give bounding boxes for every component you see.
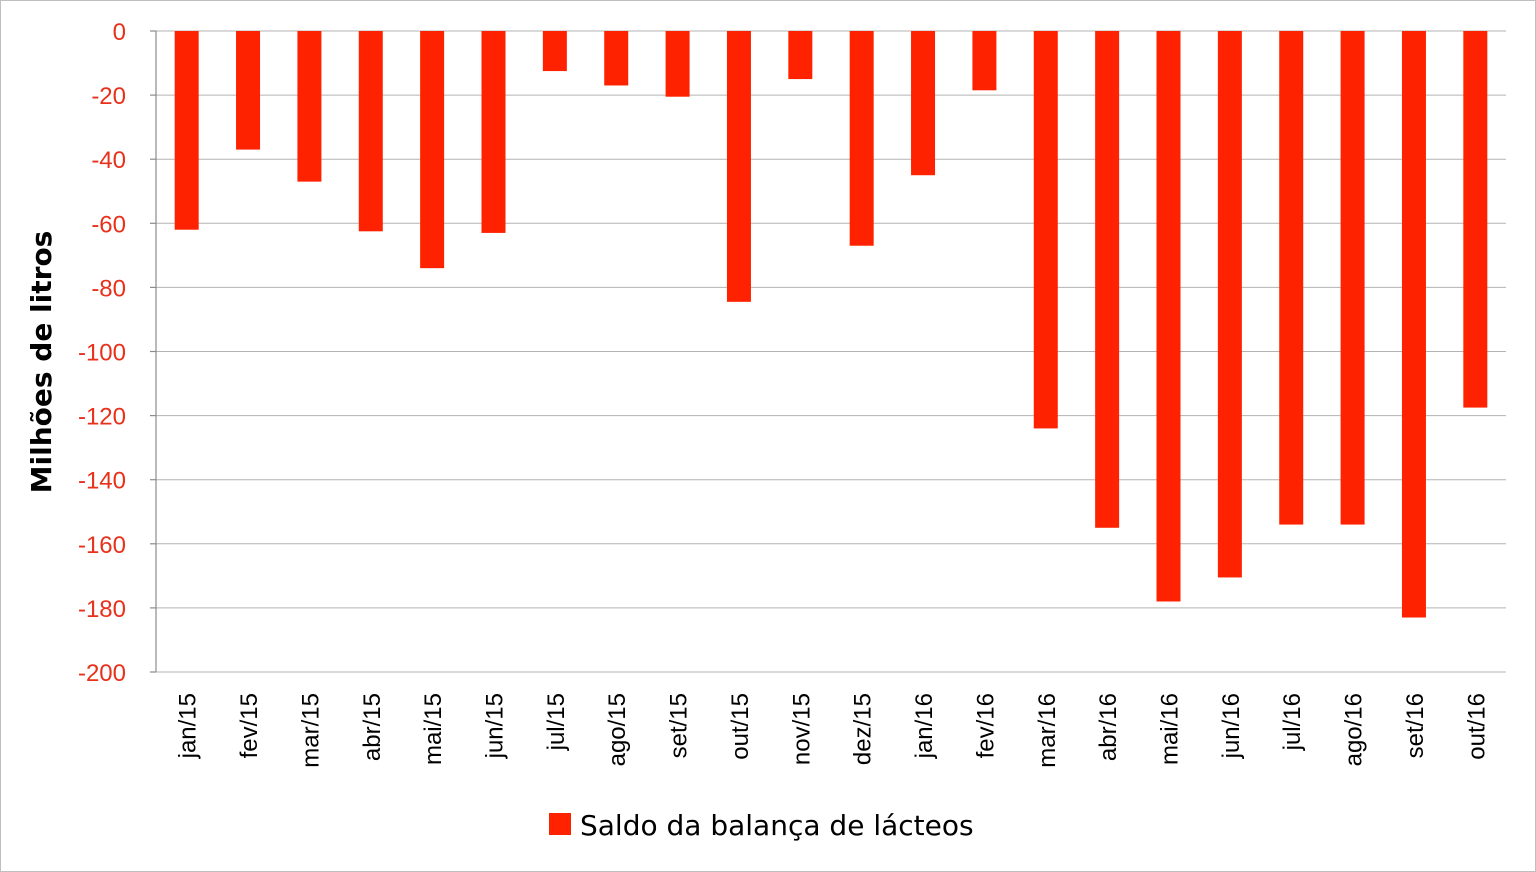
bar-jan/15 bbox=[174, 31, 199, 230]
y-tick-label-4: -80 bbox=[91, 275, 126, 302]
x-tick-label-set/15: set/15 bbox=[666, 693, 693, 758]
y-tick-labels: 0 -20 -40 -60 -80 -100 -120 -140 -160 -180 -200 bbox=[78, 19, 126, 687]
bar-out/15 bbox=[726, 31, 751, 302]
bar-mar/15 bbox=[297, 31, 322, 182]
bar-set/16 bbox=[1401, 31, 1426, 618]
y-tick-label-10: -200 bbox=[78, 660, 126, 687]
bar-abr/16 bbox=[1095, 31, 1120, 528]
legend-label: Saldo da balança de lácteos bbox=[580, 809, 974, 842]
x-tick-label-fev/15: fev/15 bbox=[236, 693, 263, 758]
y-tick-label-3: -60 bbox=[91, 211, 126, 238]
x-tick-label-jun/15: jun/15 bbox=[482, 693, 509, 759]
x-tick-label-jul/15: jul/15 bbox=[543, 693, 570, 751]
y-axis-title: Milhões de litros bbox=[25, 231, 58, 494]
x-tick-label-mar/16: mar/16 bbox=[1034, 693, 1061, 768]
bar-jul/16 bbox=[1279, 31, 1304, 525]
bar-mai/16 bbox=[1156, 31, 1181, 602]
x-tick-label-dez/15: dez/15 bbox=[850, 693, 877, 765]
bar-ago/15 bbox=[604, 31, 629, 86]
bar-fev/16 bbox=[972, 31, 997, 91]
bar-set/15 bbox=[665, 31, 690, 97]
y-tick-label-9: -180 bbox=[78, 596, 126, 623]
x-tick-label-jan/15: jan/15 bbox=[175, 693, 202, 759]
bar-ago/16 bbox=[1340, 31, 1365, 525]
x-tick-label-ago/15: ago/15 bbox=[604, 693, 631, 766]
axes bbox=[150, 30, 157, 673]
x-tick-label-mar/15: mar/15 bbox=[297, 693, 324, 768]
y-tick-label-7: -140 bbox=[78, 468, 126, 495]
x-tick-labels: jan/15 fev/15 mar/15 abr/15 mai/15 jun/15 jul/… bbox=[175, 693, 1491, 768]
x-tick-label-abr/16: abr/16 bbox=[1095, 693, 1122, 761]
bar-nov/15 bbox=[788, 31, 813, 80]
bar-abr/15 bbox=[358, 31, 383, 232]
x-tick-label-mai/16: mai/16 bbox=[1157, 693, 1184, 765]
bar-mai/15 bbox=[420, 31, 445, 269]
bars bbox=[174, 31, 1488, 618]
y-tick-label-1: -20 bbox=[91, 83, 126, 110]
x-tick-label-out/15: out/15 bbox=[727, 693, 754, 760]
bar-jun/15 bbox=[481, 31, 506, 233]
x-tick-label-jul/16: jul/16 bbox=[1279, 693, 1306, 751]
y-tick-label-2: -40 bbox=[91, 147, 126, 174]
x-tick-label-ago/16: ago/16 bbox=[1341, 693, 1368, 766]
bar-fev/15 bbox=[236, 31, 261, 150]
bar-jul/15 bbox=[542, 31, 567, 72]
gridlines bbox=[156, 30, 1506, 673]
legend-swatch bbox=[549, 813, 571, 835]
x-tick-label-jun/16: jun/16 bbox=[1218, 693, 1245, 759]
x-tick-label-set/16: set/16 bbox=[1402, 693, 1429, 758]
x-tick-label-fev/16: fev/16 bbox=[972, 693, 999, 758]
x-tick-label-abr/15: abr/15 bbox=[359, 693, 386, 761]
x-tick-label-jan/16: jan/16 bbox=[911, 693, 938, 759]
bar-out/16 bbox=[1463, 31, 1488, 408]
bar-mar/16 bbox=[1033, 31, 1058, 429]
y-tick-label-6: -120 bbox=[78, 404, 126, 431]
x-tick-label-mai/15: mai/15 bbox=[420, 693, 447, 765]
x-tick-label-nov/15: nov/15 bbox=[788, 693, 815, 765]
bar-jan/16 bbox=[911, 31, 936, 176]
y-tick-label-5: -100 bbox=[78, 340, 126, 367]
bar-jun/16 bbox=[1217, 31, 1242, 578]
y-tick-label-8: -160 bbox=[78, 532, 126, 559]
bar-dez/15 bbox=[849, 31, 874, 246]
x-tick-label-out/16: out/16 bbox=[1463, 693, 1490, 760]
y-tick-label-0: 0 bbox=[113, 19, 126, 46]
legend: Saldo da balança de lácteos bbox=[549, 809, 974, 842]
